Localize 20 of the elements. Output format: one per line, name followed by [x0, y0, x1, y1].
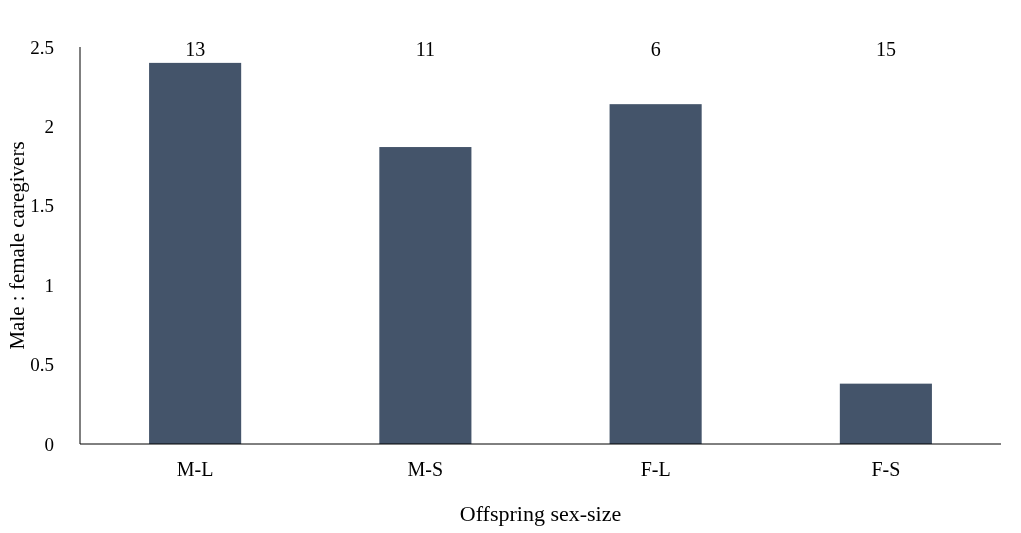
bar — [839, 383, 932, 444]
x-tick-label: F-S — [871, 458, 901, 480]
x-tick-label: M-L — [176, 458, 214, 480]
annotation: 6 — [650, 38, 661, 60]
annotation: 11 — [415, 38, 436, 60]
x-axis-title: Offspring sex-size — [459, 501, 622, 526]
x-tick-label: M-S — [407, 458, 444, 480]
y-tick-label: 1.5 — [30, 195, 54, 217]
annotation: 15 — [875, 38, 896, 60]
bar — [609, 104, 702, 444]
annotation: 13 — [185, 38, 206, 60]
y-tick-label: 0 — [44, 433, 54, 455]
y-axis-title: Male : female caregivers — [5, 141, 29, 350]
bar — [149, 62, 242, 444]
y-tick-label: 2 — [44, 116, 54, 138]
y-tick-label: 1 — [44, 274, 54, 296]
y-tick-label: 0.5 — [30, 354, 54, 376]
y-tick-label: 2.5 — [30, 36, 54, 58]
x-tick-label: F-L — [640, 458, 671, 480]
bar — [379, 147, 472, 444]
